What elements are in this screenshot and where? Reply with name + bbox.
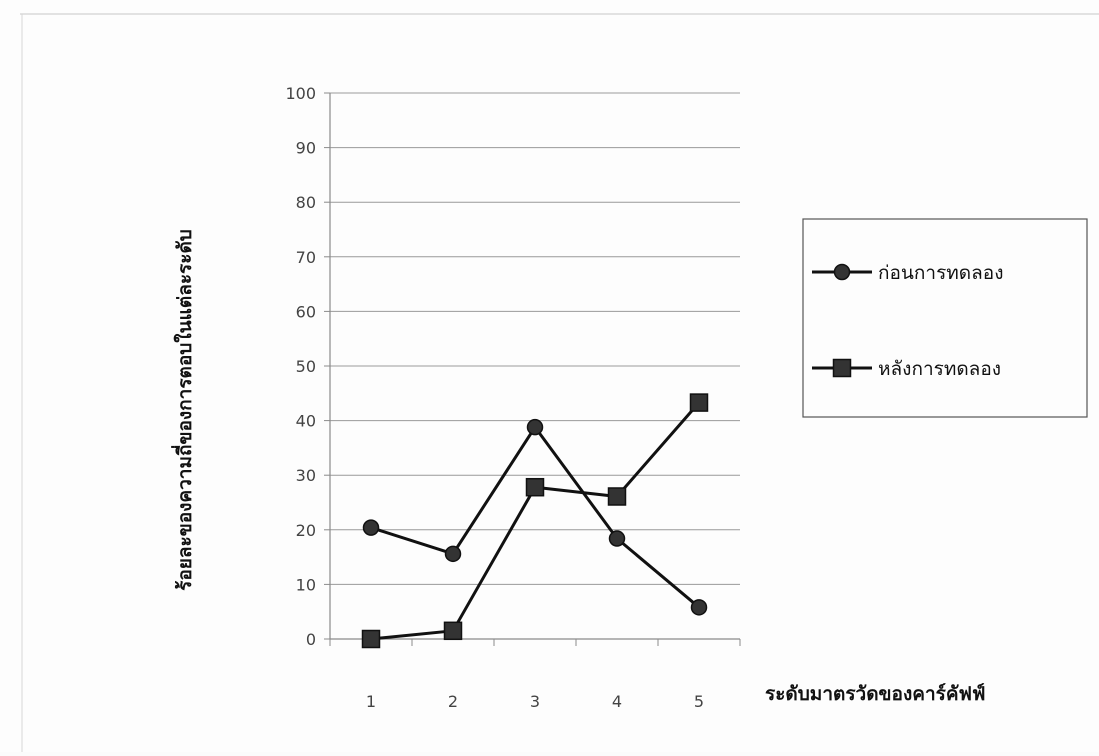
axes xyxy=(324,92,741,646)
legend-item: หลังการทดลอง xyxy=(812,358,1001,380)
x-tick-label: 5 xyxy=(694,692,704,711)
y-tick-label: 80 xyxy=(296,193,316,212)
y-tick-label: 20 xyxy=(296,521,316,540)
series-1 xyxy=(362,418,708,616)
y-tick-label: 70 xyxy=(296,248,316,267)
y-tick-label: 60 xyxy=(296,302,316,321)
legend-item: ก่อนการทดลอง xyxy=(812,262,1003,284)
y-tick-label: 50 xyxy=(296,357,316,376)
data-point-square xyxy=(689,393,709,412)
data-point-circle xyxy=(362,519,380,536)
series-line xyxy=(370,425,700,609)
legend-box xyxy=(802,218,1088,418)
data-point-square xyxy=(443,621,463,641)
x-tick-label: 1 xyxy=(366,692,376,711)
x-tick-labels: 1 2 3 4 5 xyxy=(366,692,704,711)
legend-label: ก่อนการทดลอง xyxy=(878,262,1003,284)
x-axis-label: ระดับมาตรวัดของคาร์คัฟฟ์ xyxy=(765,683,985,705)
x-tick-label: 2 xyxy=(448,692,458,711)
y-tick-label: 100 xyxy=(285,84,316,103)
y-tick-label: 30 xyxy=(296,466,316,485)
y-tick-label: 40 xyxy=(296,412,316,431)
data-point-circle xyxy=(444,545,462,563)
y-tick-label: 10 xyxy=(296,575,316,594)
series-line xyxy=(370,401,701,641)
data-point-circle xyxy=(526,418,544,436)
data-point-square xyxy=(607,487,627,506)
x-tick-label: 3 xyxy=(530,692,540,711)
y-tick-label: 90 xyxy=(296,139,316,158)
series-layer xyxy=(361,393,709,649)
y-tick-label: 0 xyxy=(306,630,316,649)
gridlines xyxy=(330,92,740,585)
legend-label: หลังการทดลอง xyxy=(878,358,1001,380)
data-point-square xyxy=(525,477,545,497)
x-tick-label: 4 xyxy=(612,692,622,711)
data-point-square xyxy=(361,629,381,649)
data-point-circle xyxy=(608,530,626,547)
legend-marker-circle xyxy=(833,263,851,281)
series-2 xyxy=(361,393,709,649)
y-tick-labels: 0 10 20 30 40 50 60 70 80 90 100 xyxy=(285,84,316,649)
legend-marker-square xyxy=(832,358,852,378)
y-axis-label: ร้อยละของความถี่ของการตอบในแต่ละระดับ xyxy=(171,229,196,591)
data-point-circle xyxy=(690,599,708,616)
